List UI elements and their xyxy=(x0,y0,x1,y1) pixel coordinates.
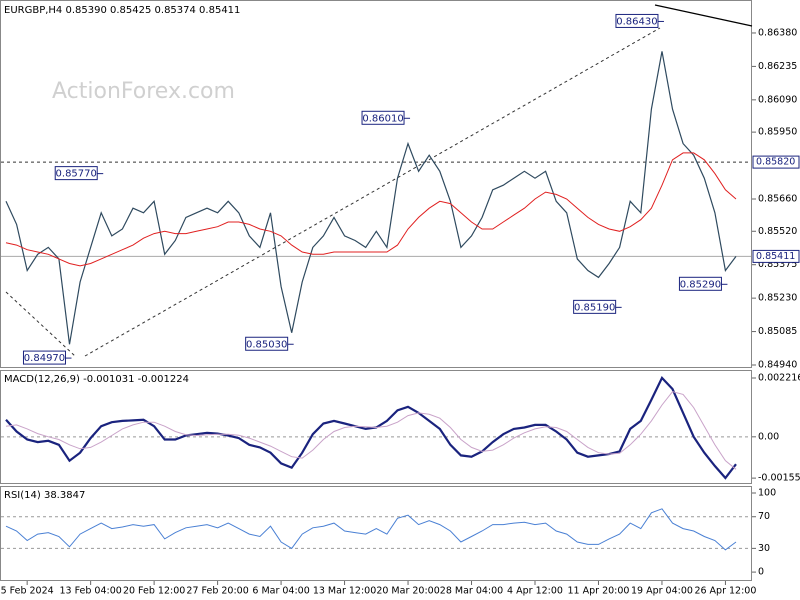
x-tick-label: 20 Feb 12:00 xyxy=(123,586,185,597)
trend-line xyxy=(84,27,661,357)
annotation-box xyxy=(615,13,659,28)
x-tick-label: 13 Mar 12:00 xyxy=(313,586,376,597)
x-tick-label: 20 Mar 20:00 xyxy=(376,586,439,597)
y-tick-label: 70 xyxy=(758,511,770,522)
y-tick-label: 0.002216 xyxy=(758,373,800,384)
annotation-label: 0.86430 xyxy=(616,16,657,27)
x-tick-label: 26 Apr 12:00 xyxy=(694,586,756,597)
y-tick-label: 0.85520 xyxy=(758,226,797,237)
macd-panel xyxy=(0,370,752,484)
x-tick-label: 19 Apr 04:00 xyxy=(631,586,693,597)
annotation-box xyxy=(54,166,98,181)
x-tick-label: 4 Apr 12:00 xyxy=(507,586,563,597)
y-tick-label: 0.86090 xyxy=(758,94,797,105)
rsi-panel xyxy=(0,486,752,581)
chart-title: EURGBP,H4 0.85390 0.85425 0.85374 0.8541… xyxy=(4,5,240,16)
y-tick-label: 0 xyxy=(758,567,764,578)
x-tick-label: 6 Mar 04:00 xyxy=(252,586,309,597)
price-box xyxy=(752,155,800,169)
price-box xyxy=(752,249,800,263)
trend-line xyxy=(5,291,76,357)
macd-title: MACD(12,26,9) -0.001031 -0.001224 xyxy=(4,374,189,385)
series-line xyxy=(5,508,737,551)
y-tick-label: 0.85660 xyxy=(758,193,797,204)
y-tick-label: 30 xyxy=(758,543,770,554)
trend-line xyxy=(654,4,753,27)
series-line xyxy=(5,391,737,470)
annotation-label: 0.85190 xyxy=(574,302,615,313)
y-tick-label: 0.84940 xyxy=(758,360,797,371)
y-tick-label: 0.85950 xyxy=(758,127,797,138)
annotation-box xyxy=(22,350,66,365)
y-tick-label: 0.85375 xyxy=(758,259,797,270)
annotation-label: 0.85290 xyxy=(680,279,721,290)
rsi-title: RSI(14) 38.3847 xyxy=(4,490,85,501)
annotation-box xyxy=(245,336,289,351)
annotation-label: 0.84970 xyxy=(24,353,65,364)
x-tick-label: 28 Mar 04:00 xyxy=(440,586,503,597)
y-tick-label: 0.86235 xyxy=(758,61,797,72)
annotation-box xyxy=(361,110,405,125)
price-box-label: 0.85411 xyxy=(756,251,795,262)
y-tick-label: 100 xyxy=(758,488,776,499)
price-panel xyxy=(0,0,752,368)
x-tick-label: 13 Feb 04:00 xyxy=(59,586,121,597)
annotation-label: 0.86010 xyxy=(362,113,403,124)
annotation-box xyxy=(678,276,722,291)
x-tick-label: 5 Feb 2024 xyxy=(1,586,54,597)
y-tick-label: 0.00 xyxy=(758,431,779,442)
y-tick-label: 0.86380 xyxy=(758,27,797,38)
y-tick-label: 0.85230 xyxy=(758,293,797,304)
annotation-box xyxy=(573,299,617,314)
price-box-label: 0.85820 xyxy=(756,157,795,168)
series-line xyxy=(5,51,737,345)
annotation-label: 0.85030 xyxy=(246,339,287,350)
annotation-label: 0.85770 xyxy=(56,169,97,180)
y-tick-label: -0.001556 xyxy=(758,473,800,484)
y-tick-label: 0.85085 xyxy=(758,326,797,337)
series-line xyxy=(5,152,737,267)
series-line xyxy=(5,375,737,480)
x-tick-label: 27 Feb 20:00 xyxy=(186,586,248,597)
x-tick-label: 11 Apr 20:00 xyxy=(568,586,630,597)
watermark: ActionForex.com xyxy=(52,79,235,104)
